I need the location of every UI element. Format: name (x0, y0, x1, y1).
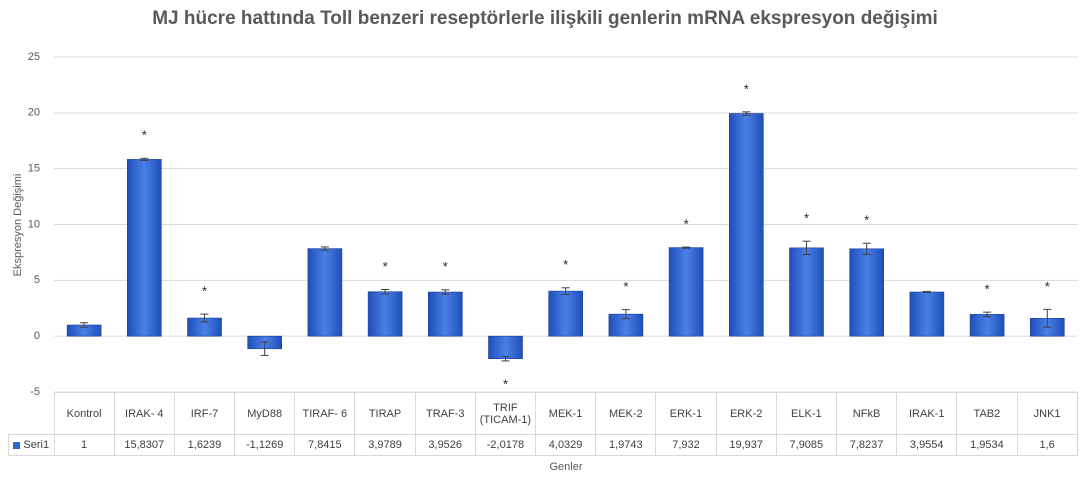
category-label: IRAK- 4 (113, 392, 175, 435)
bar (548, 290, 584, 337)
value-label: -2,0178 (474, 434, 537, 456)
chart-title: MJ hücre hattında Toll benzeri reseptörl… (152, 8, 938, 29)
value-label: -1,1269 (234, 434, 296, 456)
value-label: 7,932 (655, 434, 717, 456)
significance-mark: * (142, 128, 147, 143)
bar (668, 247, 704, 337)
category-label: TRIF (TICAM-1) (474, 392, 537, 435)
value-label: 3,9526 (414, 434, 476, 456)
bar (728, 113, 764, 337)
x-axis-label: Genler (549, 461, 582, 473)
category-label: MEK-2 (595, 392, 657, 435)
y-tick-label: 5 (34, 274, 40, 286)
category-label: Kontrol (53, 392, 115, 435)
y-tick-label: 10 (28, 218, 40, 230)
category-label: ERK-2 (715, 392, 777, 435)
legend-entry: Seri1 (8, 434, 55, 456)
category-label: IRF-7 (173, 392, 236, 435)
value-label: 7,8415 (294, 434, 356, 456)
value-label: 19,937 (715, 434, 777, 456)
significance-mark: * (744, 81, 749, 96)
category-label: TRAF-3 (414, 392, 476, 435)
significance-mark: * (383, 259, 388, 274)
bar (307, 248, 343, 337)
category-label: TAB2 (956, 392, 1018, 435)
value-label: 3,9789 (354, 434, 416, 456)
value-label: 1,9534 (956, 434, 1018, 456)
y-tick-label: 25 (28, 51, 40, 63)
value-label: 3,9554 (896, 434, 958, 456)
value-label: 1 (53, 434, 115, 456)
bar (789, 247, 824, 337)
category-label: ELK-1 (775, 392, 837, 435)
bar (427, 291, 463, 337)
value-label: 7,8237 (835, 434, 898, 456)
value-label: 7,9085 (775, 434, 837, 456)
category-label: IRAK-1 (896, 392, 958, 435)
bar (488, 335, 523, 359)
significance-mark: * (864, 213, 869, 228)
series-name: Seri1 (23, 439, 50, 451)
significance-mark: * (804, 211, 809, 226)
category-label: TIRAP (354, 392, 416, 435)
value-label: 1,6 (1016, 434, 1078, 456)
value-label: 4,0329 (534, 434, 597, 456)
significance-mark: * (684, 216, 689, 231)
category-label: MEK-1 (534, 392, 597, 435)
category-label: ERK-1 (655, 392, 717, 435)
category-label: JNK1 (1016, 392, 1078, 435)
significance-mark: * (985, 282, 990, 297)
data-table: Kontrol IRAK- 4 IRF-7 MyD88 TIRAF- 6 TIRAP TRA… (8, 392, 1078, 456)
bar (909, 291, 945, 337)
value-label: 15,8307 (113, 434, 175, 456)
category-label: MyD88 (234, 392, 296, 435)
y-tick-label: 20 (28, 107, 40, 119)
value-label: 1,9743 (595, 434, 657, 456)
significance-mark: * (623, 279, 628, 294)
bar (849, 248, 885, 337)
category-label: NFkB (835, 392, 898, 435)
significance-mark: * (563, 257, 568, 272)
y-tick-label: 0 (34, 330, 40, 342)
y-tick-label: 15 (28, 163, 40, 175)
significance-mark: * (503, 376, 508, 391)
legend-key (13, 441, 21, 449)
significance-mark: * (202, 284, 207, 299)
y-tick-label: -5 (30, 386, 40, 398)
value-label: 1,6239 (173, 434, 236, 456)
significance-mark: * (443, 259, 448, 274)
y-axis-label: Ekspresyon Değişimi (12, 174, 24, 277)
table-corner (8, 392, 55, 435)
table-row: Kontrol IRAK- 4 IRF-7 MyD88 TIRAF- 6 TIRAP TRA… (8, 392, 1078, 435)
bar (127, 159, 162, 337)
significance-mark: * (1045, 279, 1050, 294)
table-row: Seri1 1 15,8307 1,6239 -1,1269 7,8415 3,9789 3,… (8, 434, 1078, 456)
bar (367, 291, 403, 337)
category-label: TIRAF- 6 (294, 392, 356, 435)
bar (969, 314, 1005, 337)
